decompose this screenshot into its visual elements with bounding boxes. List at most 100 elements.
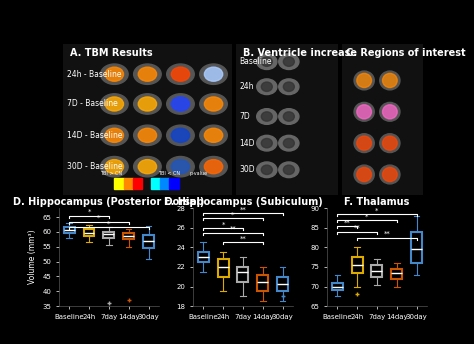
- Bar: [169, 178, 179, 189]
- Bar: [151, 178, 160, 189]
- Bar: [124, 178, 133, 189]
- Ellipse shape: [380, 103, 400, 121]
- Text: B. Ventricle increase: B. Ventricle increase: [243, 47, 357, 57]
- PathPatch shape: [64, 227, 74, 234]
- Ellipse shape: [171, 128, 190, 142]
- Bar: [236, 44, 338, 195]
- Ellipse shape: [200, 64, 228, 84]
- Ellipse shape: [283, 165, 294, 174]
- Ellipse shape: [204, 97, 223, 111]
- PathPatch shape: [218, 259, 228, 277]
- Ellipse shape: [138, 67, 156, 81]
- Text: *: *: [97, 215, 100, 221]
- Ellipse shape: [100, 157, 128, 177]
- PathPatch shape: [392, 269, 402, 279]
- Bar: [133, 178, 142, 189]
- PathPatch shape: [83, 229, 94, 236]
- PathPatch shape: [123, 234, 134, 239]
- Text: **: **: [383, 231, 390, 237]
- Ellipse shape: [105, 67, 124, 81]
- Ellipse shape: [257, 162, 277, 178]
- PathPatch shape: [103, 232, 114, 238]
- Ellipse shape: [257, 79, 277, 95]
- Text: 7D: 7D: [239, 112, 250, 121]
- Ellipse shape: [257, 109, 277, 124]
- Ellipse shape: [204, 67, 223, 81]
- Ellipse shape: [354, 71, 374, 90]
- Text: **: **: [239, 236, 246, 242]
- Bar: [160, 178, 170, 189]
- Ellipse shape: [354, 103, 374, 121]
- Ellipse shape: [134, 125, 161, 146]
- Ellipse shape: [204, 128, 223, 142]
- Ellipse shape: [279, 79, 299, 95]
- Ellipse shape: [134, 64, 161, 84]
- Ellipse shape: [134, 94, 161, 114]
- Y-axis label: Volume (mm³): Volume (mm³): [28, 230, 37, 284]
- Bar: [114, 178, 124, 189]
- Ellipse shape: [261, 165, 272, 174]
- Text: **: **: [229, 226, 237, 232]
- Text: Baseline: Baseline: [239, 57, 272, 66]
- Ellipse shape: [283, 57, 294, 66]
- Ellipse shape: [105, 97, 124, 111]
- Ellipse shape: [100, 125, 128, 146]
- PathPatch shape: [143, 235, 154, 248]
- Ellipse shape: [383, 73, 397, 87]
- Text: **: **: [344, 219, 351, 225]
- Bar: [342, 44, 423, 195]
- Text: 24h - Baseline: 24h - Baseline: [66, 70, 121, 79]
- Ellipse shape: [100, 94, 128, 114]
- Ellipse shape: [171, 160, 190, 174]
- Ellipse shape: [354, 134, 374, 152]
- Bar: [63, 44, 232, 195]
- Ellipse shape: [279, 135, 299, 151]
- Text: 7D - Baseline: 7D - Baseline: [66, 99, 118, 108]
- Ellipse shape: [100, 64, 128, 84]
- Ellipse shape: [138, 128, 156, 142]
- Ellipse shape: [138, 97, 156, 111]
- Text: **: **: [239, 207, 246, 213]
- Ellipse shape: [171, 67, 190, 81]
- Ellipse shape: [283, 112, 294, 121]
- Ellipse shape: [105, 160, 124, 174]
- Text: C. Regions of interest: C. Regions of interest: [346, 47, 465, 57]
- PathPatch shape: [257, 275, 268, 291]
- Ellipse shape: [167, 64, 194, 84]
- Ellipse shape: [357, 136, 372, 150]
- PathPatch shape: [352, 257, 363, 273]
- Ellipse shape: [200, 157, 228, 177]
- Ellipse shape: [261, 57, 272, 66]
- Text: 30D - Baseline: 30D - Baseline: [66, 162, 122, 171]
- Ellipse shape: [383, 105, 397, 119]
- Text: *: *: [231, 212, 235, 217]
- Text: TBI < CN: TBI < CN: [158, 171, 181, 175]
- Ellipse shape: [283, 82, 294, 92]
- Ellipse shape: [167, 157, 194, 177]
- Text: *: *: [87, 209, 91, 215]
- Ellipse shape: [167, 125, 194, 146]
- Ellipse shape: [171, 97, 190, 111]
- Ellipse shape: [204, 160, 223, 174]
- Text: 14D: 14D: [239, 139, 255, 148]
- Ellipse shape: [357, 168, 372, 182]
- Ellipse shape: [261, 112, 272, 121]
- Title: D. Hippocampus (Posterior Dorsal): D. Hippocampus (Posterior Dorsal): [13, 197, 205, 207]
- Title: E. Hippocampus (Subiculum): E. Hippocampus (Subiculum): [164, 197, 322, 207]
- Ellipse shape: [105, 128, 124, 142]
- PathPatch shape: [277, 277, 288, 291]
- Text: *: *: [107, 221, 110, 227]
- Ellipse shape: [279, 162, 299, 178]
- PathPatch shape: [332, 283, 343, 290]
- PathPatch shape: [198, 252, 209, 262]
- Ellipse shape: [200, 125, 228, 146]
- Ellipse shape: [200, 94, 228, 114]
- Ellipse shape: [354, 165, 374, 184]
- Ellipse shape: [138, 160, 156, 174]
- Ellipse shape: [279, 54, 299, 69]
- Ellipse shape: [167, 94, 194, 114]
- Ellipse shape: [261, 138, 272, 148]
- Text: 24h: 24h: [239, 82, 254, 91]
- Title: F. Thalamus: F. Thalamus: [344, 197, 410, 207]
- Ellipse shape: [257, 135, 277, 151]
